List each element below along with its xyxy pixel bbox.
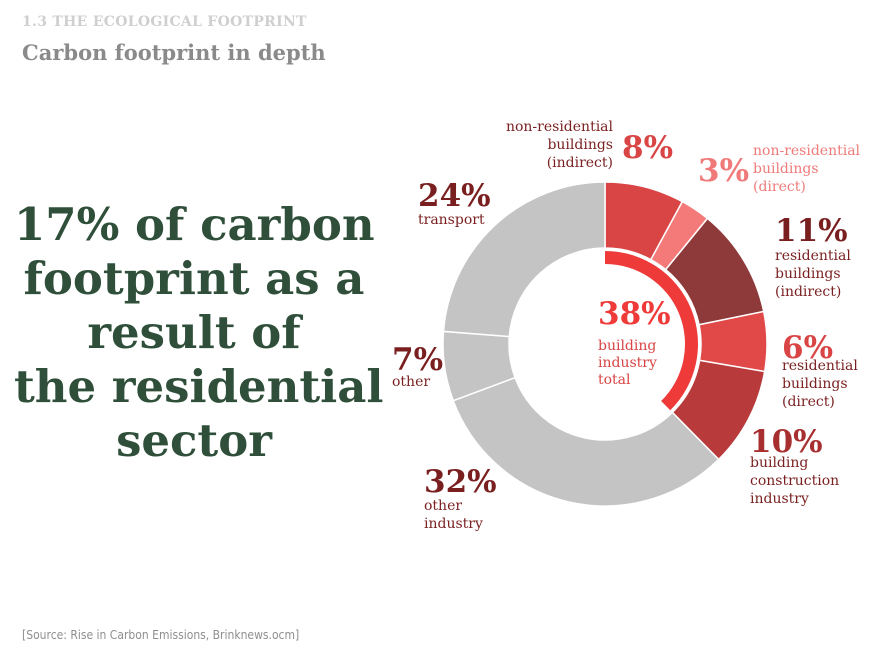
slice-name-label: buildings [547, 137, 613, 153]
total-name-label: industry [598, 355, 657, 371]
slice-name-label: non-residential [506, 119, 614, 135]
slice-percent-label: 7% [392, 342, 443, 378]
inner-total-ring [605, 251, 698, 411]
slice-name-label: transport [418, 212, 485, 228]
headline-line: footprint as a [23, 252, 365, 305]
slice-name-label: building [750, 455, 808, 471]
slice-percent-label: 3% [698, 153, 749, 189]
section-kicker: 1.3 THE ECOLOGICAL FOOTPRINT [22, 14, 307, 30]
slice-name-label: (direct) [782, 394, 835, 410]
headline-line: the residential [14, 360, 384, 413]
headline-line: result of [87, 306, 301, 359]
slice-percent-label: 32% [424, 464, 497, 500]
donut-slice [452, 376, 720, 507]
slice-percent-label: 8% [622, 130, 673, 166]
slice-name-label: residential [775, 248, 851, 264]
slice-percent-label: 11% [775, 213, 848, 249]
slice-name-label: (indirect) [547, 155, 613, 171]
slice-name-label: residential [782, 358, 858, 374]
source-note: [Source: Rise in Carbon Emissions, Brink… [22, 628, 300, 642]
headline: 17% of carbon footprint as a result of t… [14, 198, 384, 468]
slice-name-label: (direct) [753, 179, 806, 195]
slice-name-label: buildings [782, 376, 848, 392]
slice-name-label: buildings [775, 266, 841, 282]
slice-percent-label: 6% [782, 330, 833, 366]
slice-name-label: other [392, 374, 430, 390]
slice-percent-label: 10% [750, 424, 823, 460]
headline-line: 17% of carbon [14, 198, 375, 251]
headline-line: sector [116, 414, 272, 467]
slice-name-label: other [424, 498, 462, 514]
slice-name-label: (indirect) [775, 284, 841, 300]
slice-name-label: buildings [753, 161, 819, 177]
total-percent-label: 38% [598, 296, 671, 332]
slice-name-label: construction [750, 473, 839, 489]
slice-name-label: industry [424, 516, 483, 532]
slice-name-label: industry [750, 491, 809, 507]
slice-name-label: non-residential [753, 143, 861, 159]
donut-slice [442, 181, 606, 338]
slice-percent-label: 24% [418, 178, 491, 214]
total-name-label: total [598, 372, 631, 388]
total-name-label: building [598, 338, 656, 354]
page-title: Carbon footprint in depth [22, 40, 326, 65]
